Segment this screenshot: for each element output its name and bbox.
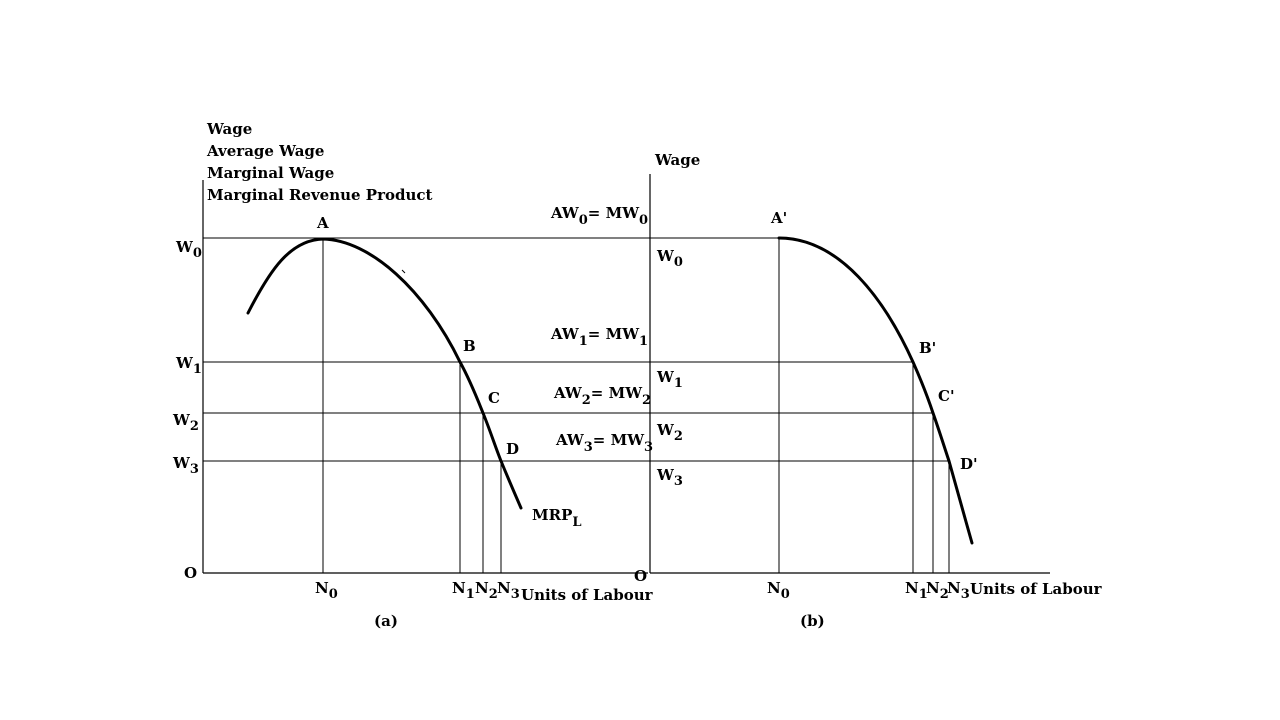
panel-b-y-label-w3: W3 (656, 466, 683, 489)
panel-b: Wage W0 W1 W2 W3 O A' B' C' D' N0 N1 N2 … (634, 151, 1103, 630)
panel-b-y-label-w0: W0 (656, 247, 683, 270)
panel-a-x-label-n2: N2 (475, 579, 498, 602)
panel-a-y-label-w0: W0 (175, 238, 202, 261)
mrp-curve (246, 237, 523, 510)
panel-a-caption: (a) (374, 612, 398, 630)
panel-a-x-axis-title: Units of Labour (521, 586, 654, 604)
point-c-label: C (488, 389, 500, 407)
aw-mw-labels: AW0= MW0 AW1= MW1 AW2= MW2 AW3= MW3 (550, 204, 653, 455)
panel-b-origin-label: O (634, 567, 647, 585)
point-d-prime-label: D' (960, 455, 978, 473)
point-b-prime-label: B' (919, 339, 936, 357)
panel-b-y-label-w2: W2 (656, 421, 683, 444)
panel-a-x-label-n0: N0 (315, 579, 338, 602)
curve-stray-mark (401, 269, 406, 274)
point-d-label: D (506, 440, 519, 458)
panel-b-x-label-n3: N3 (947, 579, 970, 602)
aw-mw-label-2: AW2= MW2 (553, 384, 651, 408)
panel-b-x-axis-title: Units of Labour (970, 580, 1103, 598)
panel-a: Wage Average Wage Marginal Wage Marginal… (172, 120, 949, 630)
point-b-label: B (463, 337, 476, 355)
labour-demand-curve (777, 236, 974, 545)
panel-a-ylabel-line-4: Marginal Revenue Product (207, 186, 433, 204)
aw-mw-label-0: AW0= MW0 (550, 204, 648, 228)
point-a-label: A (316, 214, 329, 232)
panel-a-x-label-n3: N3 (497, 579, 520, 602)
aw-mw-label-3: AW3= MW3 (555, 431, 653, 455)
panel-b-x-label-n1: N1 (905, 579, 928, 602)
panel-a-y-label-w1: W1 (175, 354, 202, 377)
panel-a-ylabel-line-1: Wage (206, 120, 252, 138)
panel-a-y-label-w3: W3 (172, 454, 199, 477)
panel-b-ylabel: Wage (654, 151, 700, 169)
panel-a-x-label-n1: N1 (452, 579, 475, 602)
point-c-prime-label: C' (938, 387, 955, 405)
panel-b-x-label-n0: N0 (767, 579, 790, 602)
panel-b-caption: (b) (800, 612, 825, 630)
panel-b-y-label-w1: W1 (656, 368, 683, 391)
mrp-curve-label: MRPL (532, 506, 582, 530)
panel-a-y-label-w2: W2 (172, 411, 199, 434)
point-a-prime-label: A' (770, 209, 787, 227)
panel-a-origin-label: O (184, 564, 197, 582)
aw-mw-label-1: AW1= MW1 (550, 325, 648, 349)
panel-a-ylabel-line-3: Marginal Wage (207, 164, 334, 182)
panel-a-ylabel-line-2: Average Wage (206, 142, 324, 160)
panel-b-x-label-n2: N2 (926, 579, 949, 602)
